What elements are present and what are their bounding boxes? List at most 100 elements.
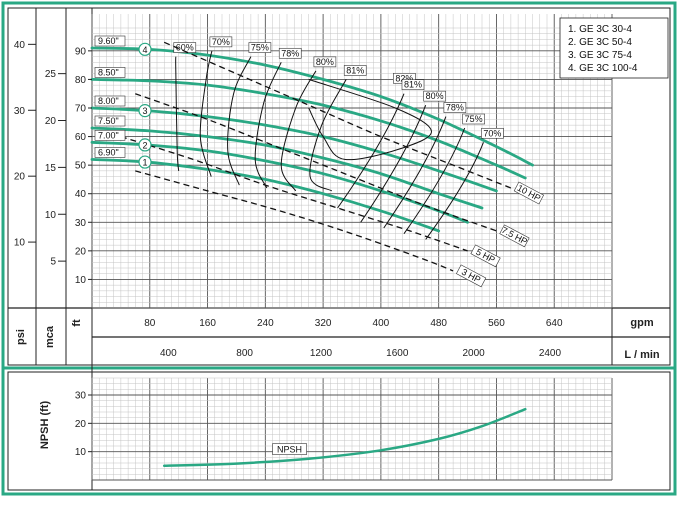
efficiency-label: 70% bbox=[483, 128, 501, 138]
gpm-axis-label: gpm bbox=[630, 317, 653, 329]
psi-axis-label: psi bbox=[15, 329, 27, 345]
efficiency-label: 75% bbox=[465, 114, 483, 124]
npsh-series-label-box bbox=[272, 443, 307, 455]
efficiency-label-box bbox=[481, 127, 504, 139]
efficiency-label-box bbox=[443, 102, 467, 113]
efficiency-label: 81% bbox=[346, 65, 364, 75]
efficiency-label-box bbox=[401, 79, 425, 91]
ft-tick-label: 30 bbox=[75, 218, 87, 229]
gpm-tick-label: 80 bbox=[144, 318, 156, 329]
mca-axis-label: mca bbox=[44, 325, 56, 348]
efficiency-line bbox=[308, 78, 432, 161]
efficiency-line bbox=[383, 116, 447, 229]
power-line bbox=[135, 93, 497, 232]
efficiency-line bbox=[280, 70, 317, 192]
efficiency-label: 82% bbox=[395, 73, 413, 83]
ft-tick-label: 90 bbox=[75, 46, 87, 57]
diameter-label-box bbox=[94, 35, 126, 47]
mca-tick-label: 15 bbox=[45, 163, 57, 174]
efficiency-line bbox=[337, 93, 405, 209]
npsh-tick-label: 30 bbox=[75, 391, 87, 402]
ft-tick-label: 70 bbox=[75, 104, 87, 115]
ft-tick-label: 80 bbox=[75, 75, 87, 86]
impeller-curve bbox=[90, 106, 498, 193]
gpm-tick-label: 640 bbox=[546, 318, 563, 329]
efficiency-label-box bbox=[248, 42, 272, 53]
efficiency-label: 78% bbox=[446, 103, 464, 113]
diameter-label: 9.60" bbox=[98, 36, 119, 46]
gpm-tick-label: 240 bbox=[257, 318, 274, 329]
power-line bbox=[135, 170, 454, 272]
diameter-label: 7.00" bbox=[98, 130, 119, 140]
efficiency-label-box bbox=[209, 36, 233, 48]
efficiency-label: 70% bbox=[212, 37, 230, 47]
efficiency-line bbox=[425, 142, 484, 240]
ft-tick-label: 50 bbox=[75, 161, 87, 172]
efficiency-label-box bbox=[462, 113, 485, 125]
legend-entry: 4. GE 3C 100-4 bbox=[568, 63, 638, 74]
diameter-label: 6.90" bbox=[98, 147, 119, 157]
npsh-tick-label: 10 bbox=[75, 447, 87, 458]
ft-axis-label: ft bbox=[71, 319, 83, 327]
lmin-tick-label: 2000 bbox=[462, 348, 485, 359]
efficiency-label-box bbox=[278, 47, 302, 59]
npsh-curve bbox=[162, 407, 527, 468]
efficiency-label: 75% bbox=[251, 43, 269, 53]
efficiency-line bbox=[227, 56, 252, 186]
impeller-curve bbox=[90, 126, 484, 210]
curve-marker-number: 3 bbox=[142, 106, 147, 116]
power-label-box bbox=[470, 244, 501, 268]
efficiency-line bbox=[309, 79, 347, 192]
efficiency-line bbox=[403, 127, 466, 235]
gpm-tick-label: 160 bbox=[199, 318, 216, 329]
diameter-label-box bbox=[94, 95, 126, 107]
diameter-label-box bbox=[94, 115, 126, 127]
diameter-label: 7.50" bbox=[98, 116, 119, 126]
ft-tick-label: 60 bbox=[75, 132, 87, 143]
mca-tick-label: 25 bbox=[45, 69, 57, 80]
ft-tick-label: 10 bbox=[75, 275, 87, 286]
efficiency-line bbox=[360, 104, 427, 223]
diameter-label-box bbox=[94, 147, 126, 158]
gpm-tick-label: 560 bbox=[488, 318, 505, 329]
psi-tick-label: 20 bbox=[14, 172, 26, 183]
gpm-tick-label: 480 bbox=[430, 318, 447, 329]
gpm-tick-label: 400 bbox=[373, 318, 390, 329]
legend-entry: 3. GE 3C 75-4 bbox=[568, 50, 632, 61]
diameter-label-box bbox=[94, 67, 126, 78]
impeller-curve bbox=[90, 78, 527, 180]
diameter-label: 8.00" bbox=[98, 96, 119, 106]
power-line bbox=[163, 41, 512, 189]
npsh-tick-label: 20 bbox=[75, 419, 87, 430]
lower-frame bbox=[7, 371, 671, 491]
lmin-tick-label: 1200 bbox=[310, 348, 333, 359]
lmin-axis-label: L / min bbox=[624, 349, 660, 361]
legend-entry: 1. GE 3C 30-4 bbox=[568, 24, 632, 35]
diameter-label-box bbox=[94, 129, 126, 141]
efficiency-line bbox=[175, 56, 180, 171]
power-label-box bbox=[499, 224, 530, 248]
psi-tick-label: 30 bbox=[14, 106, 26, 117]
mca-tick-label: 5 bbox=[50, 257, 56, 268]
lmin-tick-label: 2400 bbox=[539, 348, 562, 359]
curve-marker-number: 2 bbox=[142, 140, 147, 150]
efficiency-label-box bbox=[343, 65, 367, 76]
psi-tick-label: 10 bbox=[14, 238, 26, 249]
legend-entry: 2. GE 3C 50-4 bbox=[568, 37, 632, 48]
power-label-box bbox=[456, 264, 487, 288]
upper-frame bbox=[7, 7, 671, 366]
gpm-tick-label: 320 bbox=[315, 318, 332, 329]
legend-box bbox=[559, 17, 669, 79]
npsh-axis-label: NPSH (ft) bbox=[39, 401, 51, 450]
power-label-box bbox=[513, 181, 545, 205]
efficiency-label-box bbox=[423, 90, 446, 102]
mca-tick-label: 20 bbox=[45, 116, 57, 127]
mca-tick-label: 10 bbox=[45, 210, 57, 221]
psi-tick-label: 40 bbox=[14, 40, 26, 51]
efficiency-label-box bbox=[173, 42, 197, 53]
curve-marker-number: 1 bbox=[142, 158, 147, 168]
efficiency-line bbox=[199, 50, 213, 177]
efficiency-label: 78% bbox=[281, 48, 299, 58]
efficiency-label: 80% bbox=[316, 57, 334, 67]
